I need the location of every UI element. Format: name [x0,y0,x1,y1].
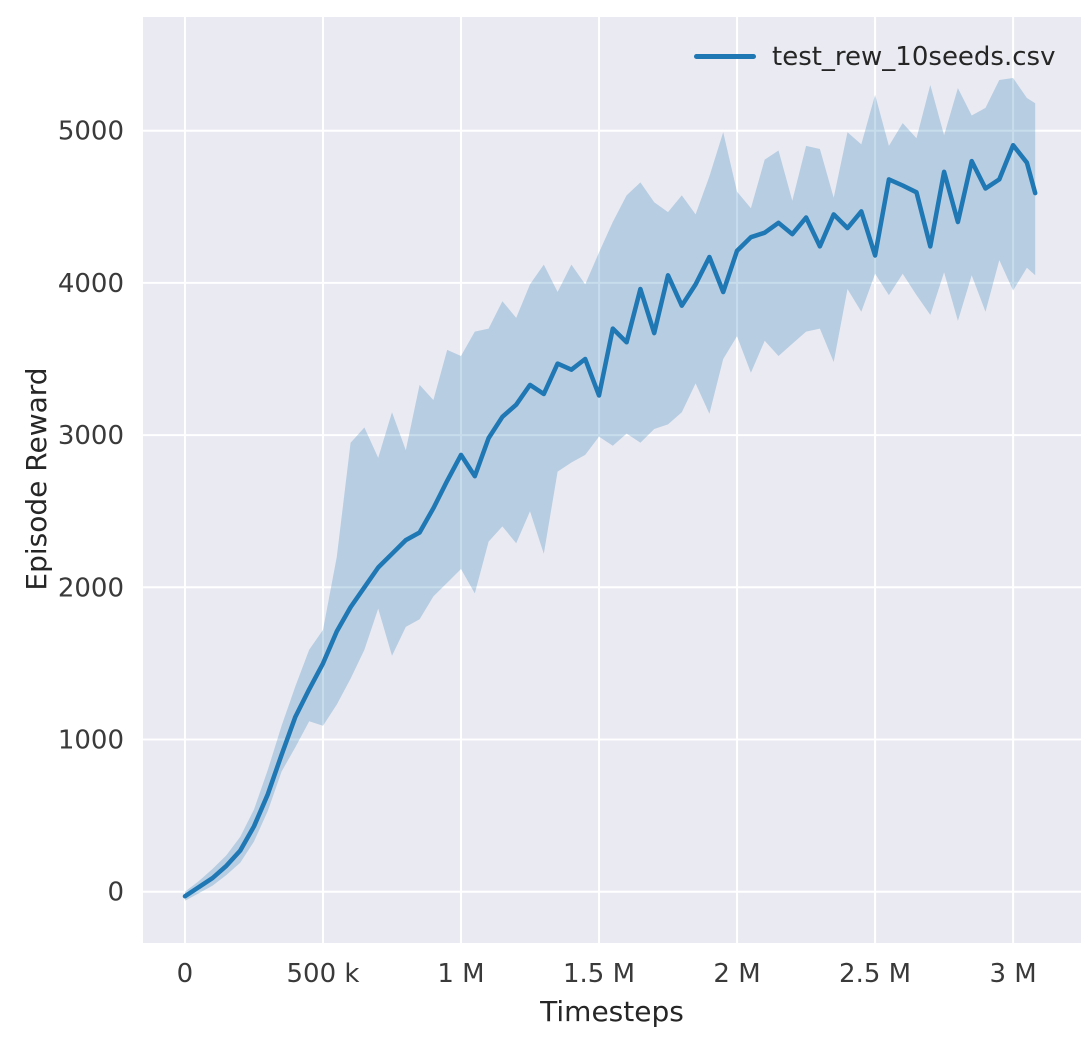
legend: test_rew_10seeds.csv [694,43,1055,70]
confidence-band [185,78,1036,901]
x-tick-label: 500 k [287,959,360,989]
y-tick-label: 1000 [58,726,124,756]
x-axis-label: Timesteps [540,995,684,1028]
x-tick-label: 1.5 M [563,959,635,989]
x-tick-label: 2.5 M [839,959,911,989]
legend-line-sample [694,54,756,59]
x-tick-label: 1 M [437,959,484,989]
x-tick-label: 0 [177,959,194,989]
y-tick-label: 3000 [58,421,124,451]
legend-label: test_rew_10seeds.csv [772,41,1056,72]
y-tick-label: 4000 [58,269,124,299]
reward-mean-line [182,142,1038,899]
y-tick-label: 5000 [58,117,124,147]
y-axis-label: Episode Reward [20,367,53,591]
x-tick-label: 3 M [989,959,1036,989]
plot-background [143,17,1081,943]
x-tick-label: 2 M [713,959,760,989]
y-tick-label: 0 [107,878,124,908]
y-tick-label: 2000 [58,573,124,603]
